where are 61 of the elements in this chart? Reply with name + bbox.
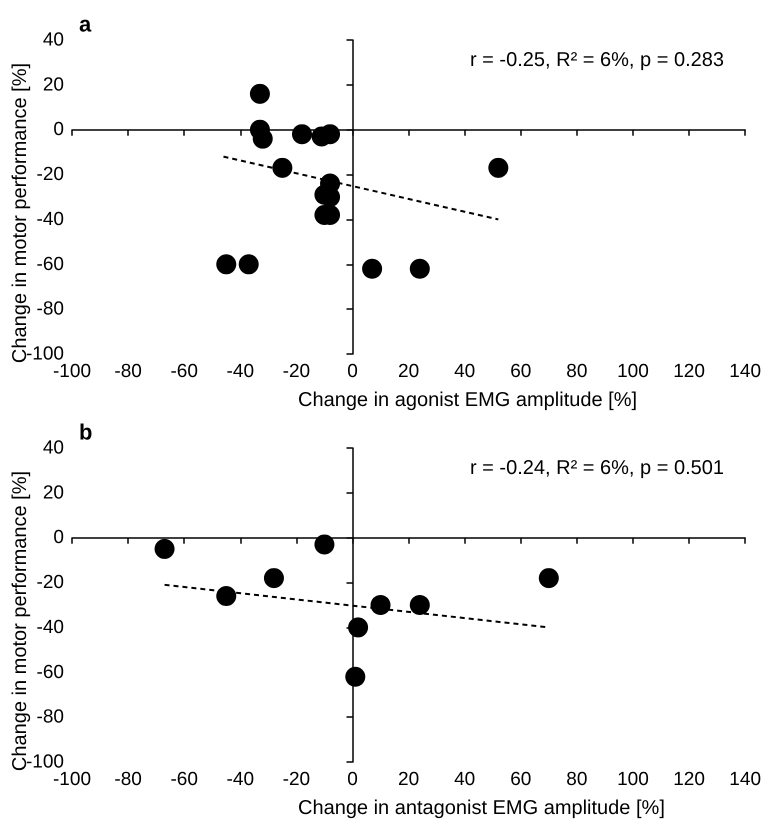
x-tick-label: 140 [729, 769, 761, 790]
point [292, 124, 312, 144]
y-tick-label: 0 [53, 527, 64, 548]
point [348, 617, 368, 638]
annotation: r = -0.24, R² = 6%, p = 0.501 [470, 457, 724, 479]
annotation: r = -0.25, R² = 6%, p = 0.283 [470, 49, 724, 71]
point [314, 534, 334, 554]
x-tick-label: -40 [226, 361, 254, 382]
point [264, 568, 284, 588]
y-tick-label: 40 [42, 438, 64, 458]
x-tick-label: 40 [454, 769, 476, 790]
x-tick-label: 60 [510, 361, 532, 382]
x-tick-label: -40 [226, 769, 254, 790]
x-tick-label: -20 [282, 769, 310, 790]
x-tick-label: 80 [566, 769, 588, 790]
y-tick-label: -80 [36, 706, 64, 728]
x-tick-label: 20 [398, 361, 420, 382]
chart-title: a [79, 12, 92, 36]
y-tick-label: 20 [42, 482, 64, 504]
x-tick-label: -80 [114, 361, 142, 382]
x-tick-label: 120 [673, 769, 705, 790]
x-tick-label: 140 [729, 361, 761, 382]
point [488, 158, 508, 178]
chart-title: b [79, 420, 92, 444]
point [154, 538, 175, 559]
point [370, 595, 391, 615]
x-axis-title: Change in antagonist EMG amplitude [%] [298, 797, 665, 819]
point [362, 258, 382, 279]
x-tick-label: 60 [510, 769, 532, 790]
x-tick-label: 40 [454, 361, 476, 382]
x-tick-label: 100 [617, 769, 649, 790]
x-tick-label: 120 [673, 361, 705, 382]
y-tick-label: -80 [36, 298, 64, 320]
point [272, 158, 292, 178]
y-tick-label: -20 [36, 572, 64, 594]
point [538, 568, 559, 588]
y-tick-label: -40 [36, 208, 64, 230]
y-tick-label: 0 [53, 119, 64, 140]
x-tick-label: 0 [347, 361, 358, 382]
x-axis-title: Change in agonist EMG amplitude [%] [298, 389, 638, 411]
x-tick-label: -60 [170, 769, 198, 790]
x-tick-label: 20 [398, 769, 420, 790]
x-tick-label: -80 [114, 769, 142, 790]
x-tick-label: 80 [566, 361, 588, 382]
x-tick-label: -60 [170, 361, 198, 382]
x-tick-label: 0 [347, 769, 358, 790]
y-tick-label: 40 [42, 30, 64, 50]
point [410, 258, 430, 279]
point [216, 586, 236, 606]
y-tick-label: -60 [36, 662, 64, 683]
y-tick-label: -40 [36, 616, 64, 638]
x-tick-label: -20 [282, 361, 310, 382]
x-tick-label: 100 [617, 361, 649, 382]
y-tick-label: -20 [36, 164, 64, 186]
point [410, 595, 430, 615]
point [238, 254, 259, 274]
point [216, 254, 236, 274]
point [250, 84, 270, 104]
y-tick-label: 20 [42, 74, 64, 96]
point [345, 666, 366, 687]
y-tick-label: -60 [36, 254, 64, 275]
